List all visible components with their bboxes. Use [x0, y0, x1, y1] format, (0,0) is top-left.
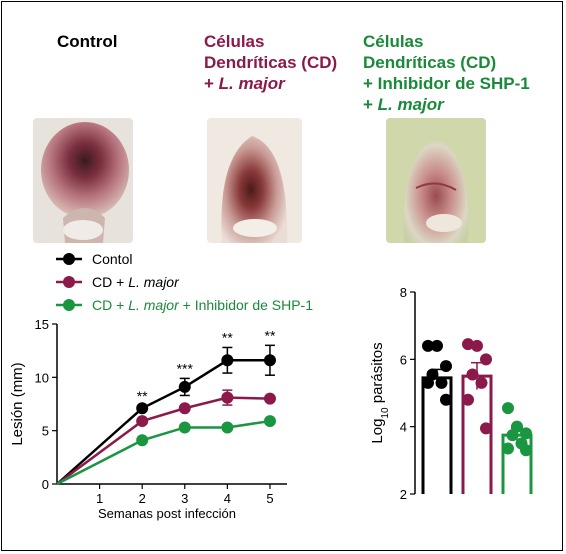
point-cd [221, 391, 234, 404]
dot-cd [480, 422, 492, 435]
point-control [263, 354, 276, 367]
dot-cd [462, 393, 474, 406]
title-control: Control [57, 31, 117, 52]
significance-label: ** [222, 329, 233, 345]
y-tick-label: 10 [35, 370, 49, 385]
x-tick-label: 5 [266, 491, 273, 506]
title-cd-line-2: Dendríticas (CD) [204, 53, 338, 72]
dot-control [435, 376, 448, 389]
y-tick-label: 0 [42, 477, 49, 492]
dot-control [422, 339, 434, 352]
title-cd-line-1: Células [204, 32, 265, 51]
y-tick-label: 2 [400, 487, 407, 502]
legend-marker-3 [56, 298, 82, 311]
dot-cd [462, 338, 474, 351]
y-tick-label: 5 [42, 424, 49, 439]
title-cd-l-major: Células Dendríticas (CD) + L. major [204, 31, 337, 94]
legend-label-1: Contol [92, 250, 133, 267]
lesion-line-chart: 0 5 10 15 1 2 3 4 5 Semanas post infección Lesión … [9, 317, 287, 521]
point-cd_inh [178, 421, 191, 434]
dot-cd_inh [502, 402, 514, 415]
legend-item-1: Contol [56, 247, 313, 270]
dot-cd [466, 368, 479, 381]
title-cd-line-3: + L. major [204, 74, 285, 93]
x-tick-label: 1 [96, 491, 103, 506]
y-tick-label: 6 [400, 352, 407, 367]
series-line-cd_inh [56, 419, 271, 486]
parasite-bar-chart: 2 4 6 8 Log10 parásitos [369, 285, 533, 502]
x-tick-label: 2 [139, 491, 146, 506]
dot-control [440, 360, 452, 373]
x-tick-label: 3 [181, 491, 188, 506]
legend-marker-2 [56, 275, 82, 288]
point-cd_inh [221, 421, 234, 434]
point-cd [178, 402, 191, 415]
legend-label-2: CD + L. major [92, 273, 179, 290]
dot-control [431, 339, 443, 352]
x-tick-label: 4 [224, 491, 231, 506]
dot-cd_inh [502, 442, 514, 455]
dot-cd [480, 353, 492, 366]
title-control-line-1: Control [57, 32, 118, 51]
dot-cd [471, 339, 483, 352]
title-cd_inh-line-3: + Inhibidor de SHP-1 [363, 74, 530, 93]
y-axis-label: Log10 parásitos [369, 342, 391, 443]
point-cd [263, 392, 276, 405]
point-cd_inh [263, 415, 276, 428]
title-cd_inh-line-2: Dendríticas (CD) [363, 53, 497, 72]
legend-marker-1 [56, 252, 82, 265]
significance-label: ** [137, 388, 148, 404]
legend-item-2: CD + L. major [56, 270, 313, 293]
y-tick-label: 8 [400, 285, 407, 300]
y-tick-label: 4 [400, 420, 407, 435]
point-cd_inh [136, 434, 149, 447]
dot-cd [475, 376, 488, 389]
dot-cd_inh [520, 444, 532, 457]
title-cd_inh-line-4: + L. major [363, 95, 444, 114]
legend: Contol CD + L. major CD + L. major + Inhib… [56, 247, 313, 316]
significance-label: *** [177, 360, 194, 376]
title-cd_inh-line-1: Células [363, 32, 424, 51]
series-line-control [56, 359, 270, 485]
point-cd [136, 415, 149, 428]
photo-cd-inhibitor-footpad [386, 118, 486, 243]
significance-label: ** [265, 327, 276, 343]
y-axis-label: Lesión (mm) [9, 362, 26, 445]
title-cd-inhibitor-l-major: Células Dendríticas (CD) + Inhibidor de SH… [363, 31, 530, 115]
y-tick-label: 15 [35, 317, 49, 332]
point-control [178, 380, 191, 393]
dot-cd_inh [506, 429, 519, 442]
point-control [136, 402, 149, 415]
photo-control-footpad [33, 118, 133, 243]
dot-cd_inh [520, 427, 532, 440]
dot-control [422, 376, 434, 389]
dot-control [440, 393, 452, 406]
photo-cd-footpad [207, 118, 302, 243]
legend-label-3: CD + L. major + Inhibidor de SHP-1 [92, 296, 314, 313]
legend-item-3: CD + L. major + Inhibidor de SHP-1 [56, 293, 313, 316]
point-control [221, 354, 234, 367]
x-axis-label: Semanas post infección [98, 506, 236, 521]
series-line-cd [56, 396, 270, 486]
